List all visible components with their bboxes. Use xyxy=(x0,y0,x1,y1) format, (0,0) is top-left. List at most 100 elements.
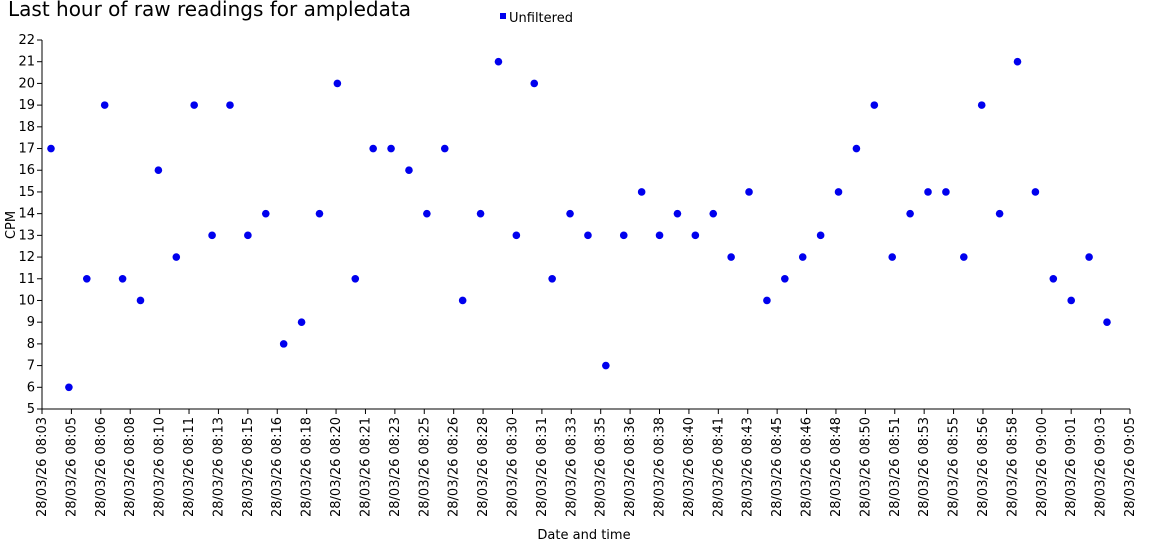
data-point xyxy=(566,209,574,218)
x-tick-label: 28/03/26 08:28 xyxy=(476,417,491,517)
x-tick-label: 28/03/26 09:00 xyxy=(1035,417,1050,517)
x-tick-label: 28/03/26 08:05 xyxy=(64,417,79,517)
data-point xyxy=(995,209,1004,218)
data-point xyxy=(512,231,521,240)
x-tick-label: 28/03/26 08:41 xyxy=(711,417,726,517)
data-point xyxy=(637,188,646,196)
x-tick-label: 28/03/26 08:23 xyxy=(388,417,403,517)
data-point xyxy=(852,144,861,153)
axes: 5 6 7 8 9 10 11 12 13 14 15 16 17 18 19 20 21 22 28/03/26 … xyxy=(18,33,1138,517)
data-point xyxy=(942,188,950,196)
x-tick-label: 28/03/26 08:20 xyxy=(329,417,344,517)
data-point xyxy=(1085,253,1093,261)
data-point xyxy=(423,209,431,218)
y-tick-label: 13 xyxy=(18,228,35,243)
data-point xyxy=(154,166,163,175)
data-point xyxy=(244,231,252,240)
y-tick-label: 10 xyxy=(18,293,35,308)
y-tick-label: 7 xyxy=(27,359,35,374)
data-point xyxy=(369,144,377,153)
x-tick-label: 28/03/26 09:05 xyxy=(1123,417,1138,517)
x-tick-label: 28/03/26 08:36 xyxy=(623,417,638,517)
data-point xyxy=(351,274,360,283)
x-tick-label: 28/03/26 08:08 xyxy=(123,417,138,517)
data-point xyxy=(816,231,825,240)
x-tick-label: 28/03/26 08:38 xyxy=(653,417,668,517)
y-tick-label: 18 xyxy=(18,120,35,135)
x-tick-label: 28/03/26 08:43 xyxy=(741,417,756,517)
x-tick-label: 28/03/26 08:46 xyxy=(800,417,815,517)
data-point xyxy=(1067,296,1076,305)
x-tick-label: 28/03/26 09:03 xyxy=(1094,417,1109,517)
data-point xyxy=(297,318,306,326)
data-point xyxy=(1013,57,1022,66)
data-point xyxy=(834,188,843,196)
y-tick-label: 5 xyxy=(27,402,35,417)
chart-title: Last hour of raw readings for ampledata xyxy=(8,0,411,21)
y-tick-label: 20 xyxy=(18,76,35,91)
x-tick-label: 28/03/26 08:15 xyxy=(241,417,256,517)
data-point xyxy=(960,253,968,261)
data-point xyxy=(405,166,413,175)
x-tick-label: 28/03/26 08:58 xyxy=(1005,417,1020,517)
x-tick-label: 28/03/26 08:31 xyxy=(535,417,550,517)
data-point xyxy=(1049,274,1058,283)
y-tick-label: 22 xyxy=(18,33,35,48)
y-tick-label: 17 xyxy=(18,142,35,157)
x-axis-label: Date and time xyxy=(537,528,630,543)
x-tick-label: 28/03/26 08:30 xyxy=(505,417,520,517)
x-tick-label: 28/03/26 08:10 xyxy=(153,417,168,517)
legend: Unfiltered xyxy=(500,11,573,26)
data-point xyxy=(870,101,879,109)
y-tick-label: 12 xyxy=(18,250,35,265)
data-point xyxy=(745,188,753,196)
data-point xyxy=(190,101,198,109)
data-point xyxy=(602,361,610,370)
data-point xyxy=(226,101,234,109)
y-tick-label: 21 xyxy=(18,55,35,70)
y-tick-label: 8 xyxy=(27,337,35,352)
y-tick-label: 19 xyxy=(18,98,35,113)
legend-marker xyxy=(500,13,506,19)
x-tick-label: 28/03/26 08:55 xyxy=(947,417,962,517)
data-point xyxy=(1031,188,1040,196)
data-point xyxy=(619,231,628,240)
x-tick-label: 28/03/26 08:48 xyxy=(829,417,844,517)
x-tick-label: 28/03/26 08:26 xyxy=(447,417,462,517)
x-tick-label: 28/03/26 08:16 xyxy=(270,417,285,517)
data-point xyxy=(172,253,181,261)
x-tick-label: 28/03/26 08:13 xyxy=(211,417,226,517)
x-tick-label: 28/03/26 09:01 xyxy=(1064,417,1079,517)
x-tick-label: 28/03/26 08:51 xyxy=(888,417,903,517)
data-point xyxy=(261,209,270,218)
data-point xyxy=(763,296,771,305)
y-tick-label: 6 xyxy=(27,380,35,395)
x-tick-label: 28/03/26 08:53 xyxy=(917,417,932,517)
x-tick-label: 28/03/26 08:18 xyxy=(300,417,315,517)
data-point xyxy=(333,79,342,88)
data-points xyxy=(47,57,1111,392)
data-point xyxy=(655,231,664,240)
y-tick-label: 15 xyxy=(18,185,35,200)
data-point xyxy=(727,253,735,261)
data-point xyxy=(315,209,324,218)
y-tick-label: 14 xyxy=(18,207,35,222)
data-point xyxy=(47,144,55,153)
x-tick-label: 28/03/26 08:25 xyxy=(417,417,432,517)
legend-label: Unfiltered xyxy=(509,11,573,26)
x-tick-label: 28/03/26 08:40 xyxy=(682,417,697,517)
data-point xyxy=(530,79,539,88)
x-tick-label: 28/03/26 08:50 xyxy=(858,417,873,517)
y-tick-label: 9 xyxy=(27,315,35,330)
data-point xyxy=(118,274,127,283)
data-point xyxy=(709,209,718,218)
x-tick-label: 28/03/26 08:03 xyxy=(35,417,50,517)
x-tick-label: 28/03/26 08:45 xyxy=(770,417,785,517)
y-axis-label: CPM xyxy=(4,211,19,239)
data-point xyxy=(906,209,914,218)
data-point xyxy=(924,188,932,196)
x-tick-label: 28/03/26 08:11 xyxy=(182,417,197,517)
x-tick-label: 28/03/26 08:35 xyxy=(594,417,609,517)
data-point xyxy=(1103,318,1111,326)
